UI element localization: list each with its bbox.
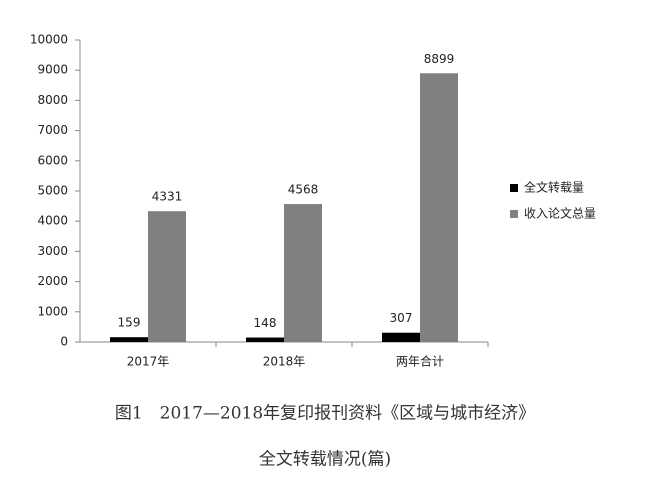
y-tick-label: 3000 — [37, 244, 68, 258]
x-tick-label: 两年合计 — [396, 354, 444, 369]
y-tick-label: 8000 — [37, 93, 68, 107]
y-tick-label: 0 — [60, 335, 68, 349]
y-tick-label: 2000 — [37, 274, 68, 288]
y-tick-label: 10000 — [30, 33, 68, 47]
y-tick-label: 6000 — [37, 153, 68, 167]
legend-label: 收入论文总量 — [524, 206, 596, 221]
chart-title: 图1 2017—2018年复印报刊资料《区域与城市经济》 — [115, 404, 535, 424]
value-label: 8899 — [424, 52, 455, 66]
y-tick-label: 9000 — [37, 63, 68, 77]
value-label: 307 — [390, 311, 413, 325]
bar — [284, 204, 322, 342]
legend-swatch — [510, 210, 518, 218]
value-label: 4568 — [288, 183, 319, 197]
y-tick-label: 5000 — [37, 184, 68, 198]
x-tick-label: 2017年 — [127, 355, 170, 369]
bar — [382, 332, 420, 342]
value-label: 148 — [254, 316, 277, 330]
value-label: 4331 — [152, 190, 183, 204]
legend-label: 全文转载量 — [524, 180, 584, 195]
value-label: 159 — [118, 316, 141, 330]
y-tick-label: 1000 — [37, 304, 68, 318]
y-tick-label: 4000 — [37, 214, 68, 228]
bar — [420, 73, 458, 343]
y-tick-label: 7000 — [37, 123, 68, 137]
bar — [246, 337, 284, 342]
chart-subtitle: 全文转载情况(篇) — [259, 450, 391, 470]
legend-swatch — [510, 184, 518, 192]
bar — [148, 211, 186, 342]
x-tick-label: 2018年 — [263, 355, 306, 369]
bar — [110, 337, 148, 342]
